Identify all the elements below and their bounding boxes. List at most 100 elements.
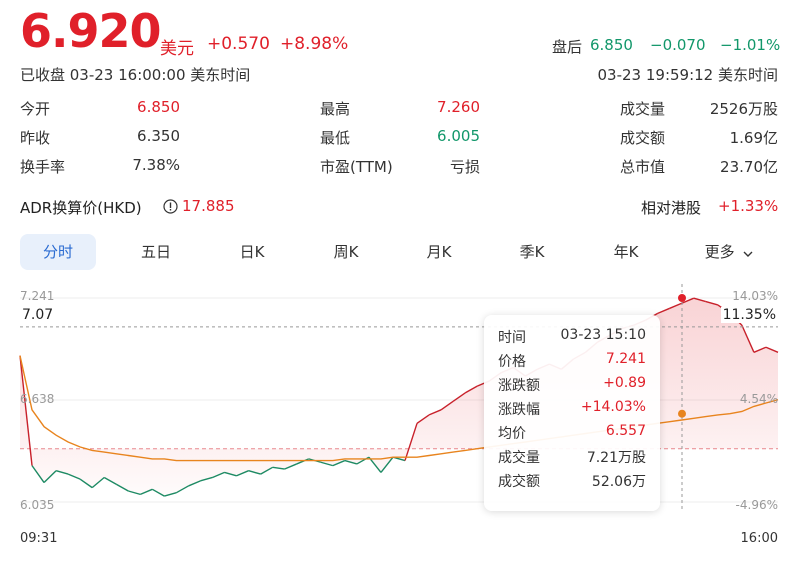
stat-mktcap-label: 总市值	[620, 158, 666, 176]
tab-5day[interactable]: 五日	[140, 243, 171, 261]
price-line-segment	[91, 476, 105, 489]
tab-monthly[interactable]: 月K	[426, 243, 452, 261]
info-icon[interactable]	[163, 199, 178, 214]
price-line-segment	[19, 355, 33, 466]
tooltip-row-time: 时间 03-23 15:10	[498, 327, 646, 351]
price-line-segment	[115, 483, 129, 492]
price-line-segment	[705, 300, 719, 306]
chart-fills	[20, 298, 778, 497]
stat-pe-label: 市盈(TTM)	[320, 158, 393, 176]
stat-turnrate-value: 7.38%	[132, 156, 180, 174]
price-line-segment	[416, 414, 430, 424]
tab-quarterly[interactable]: 季K	[519, 243, 545, 261]
price-line-segment	[200, 476, 213, 482]
price-line-segment	[657, 307, 670, 315]
crosshair-price-dot	[678, 294, 686, 302]
price-line-segment	[693, 297, 706, 303]
price-line-segment	[380, 456, 394, 473]
tooltip-row-volume: 成交量 7.21万股	[498, 447, 646, 471]
price-line-segment	[428, 409, 442, 416]
y-tick-bottom: 6.035	[20, 498, 55, 512]
tooltip-label: 涨跌额	[498, 378, 540, 394]
price-line-segment	[284, 463, 298, 470]
stat-pe-value: 亏损	[449, 158, 480, 176]
price-line-segment	[31, 465, 45, 483]
crosshair-pct-label: 11.35%	[720, 307, 778, 323]
afterhours-time: 03-23 19:59:12 美东时间	[597, 66, 779, 84]
tooltip-value: 52.06万	[591, 474, 646, 490]
stat-high-value: 7.260	[437, 98, 480, 116]
tab-yearly[interactable]: 年K	[613, 243, 639, 261]
stat-high-label: 最高	[320, 100, 351, 118]
crosshair-price-label: 7.07	[20, 307, 56, 323]
y-pct-bottom: -4.96%	[735, 498, 778, 512]
tooltip-row-pct: 涨跌幅 +14.03%	[498, 399, 646, 423]
tab-more[interactable]: 更多	[694, 234, 764, 270]
price-line-segment	[67, 473, 81, 480]
tooltip-label: 均价	[498, 426, 526, 442]
y-pct-top: 14.03%	[732, 289, 778, 303]
price-change-pct: +8.98%	[280, 34, 349, 54]
price-line-segment	[272, 466, 285, 470]
close-status: 已收盘 03-23 16:00:00 美东时间	[20, 66, 251, 84]
price-line-segment	[669, 302, 683, 309]
tooltip-label: 成交额	[498, 474, 540, 490]
tooltip-row-price: 价格 7.241	[498, 351, 646, 375]
price-line-segment	[176, 485, 189, 494]
stat-volume-value: 2526万股	[709, 100, 778, 118]
tab-more-label: 更多	[704, 243, 735, 261]
price-line-segment	[681, 297, 695, 304]
chevron-down-icon	[743, 235, 753, 271]
stat-turnrate-label: 换手率	[20, 158, 66, 176]
tab-weekly[interactable]: 周K	[333, 243, 359, 261]
relative-hk-label: 相对港股	[641, 199, 702, 217]
stat-prevclose-label: 昨收	[20, 129, 51, 147]
tooltip-row-change: 涨跌额 +0.89	[498, 375, 646, 399]
tooltip-value: +0.89	[603, 375, 646, 391]
x-tick-start: 09:31	[20, 531, 58, 546]
price-line-segment	[753, 346, 767, 353]
tooltip-value: 7.21万股	[586, 450, 646, 466]
price-area-fill	[20, 298, 778, 497]
y-pct-mid: 4.54%	[739, 392, 778, 406]
price-line-segment	[332, 459, 346, 467]
x-tick-end: 16:00	[740, 531, 778, 546]
price-line-segment	[224, 471, 237, 477]
tooltip-value: 6.557	[605, 423, 646, 439]
tab-daily[interactable]: 日K	[239, 243, 265, 261]
stat-mktcap-value: 23.70亿	[720, 158, 778, 176]
stat-open-value: 6.850	[137, 98, 180, 116]
tooltip-label: 涨跌幅	[498, 402, 540, 418]
price-line-segment	[236, 470, 249, 477]
tooltip-row-avg: 均价 6.557	[498, 423, 646, 447]
stat-open-label: 今开	[20, 100, 51, 118]
stat-prevclose-value: 6.350	[137, 127, 180, 145]
y-tick-mid: 6.638	[20, 392, 55, 406]
price-line-segment	[765, 346, 779, 353]
price-line-segment	[164, 492, 177, 497]
price-line-segment	[128, 490, 141, 496]
price-line-segment	[55, 470, 69, 475]
afterhours-label: 盘后	[552, 38, 583, 56]
relative-hk-value: +1.33%	[718, 197, 779, 215]
intraday-chart[interactable]	[0, 280, 800, 562]
price-change: +0.570	[207, 34, 270, 54]
tooltip-value: +14.03%	[580, 399, 646, 415]
price-line-segment	[440, 400, 454, 411]
tooltip-value: 03-23 15:10	[560, 327, 646, 343]
price-line-segment	[296, 458, 310, 465]
price-line-segment	[103, 476, 117, 485]
tooltip-value: 7.241	[605, 351, 646, 367]
price-line-segment	[320, 461, 334, 467]
current-price: 6.920	[20, 4, 162, 58]
stat-low-label: 最低	[320, 129, 351, 147]
crosshair-avg-dot	[678, 409, 686, 418]
tooltip-label: 成交量	[498, 450, 540, 466]
price-line-segment	[368, 456, 382, 473]
price-line-segment	[188, 480, 201, 487]
afterhours-price: 6.850	[590, 36, 633, 54]
price-line-segment	[79, 478, 93, 489]
price-line-segment	[43, 470, 57, 484]
tooltip-panel: 时间 03-23 15:10 价格 7.241 涨跌额 +0.89 涨跌幅 +14.03…	[484, 315, 660, 511]
tab-intraday[interactable]: 分时	[20, 234, 96, 270]
